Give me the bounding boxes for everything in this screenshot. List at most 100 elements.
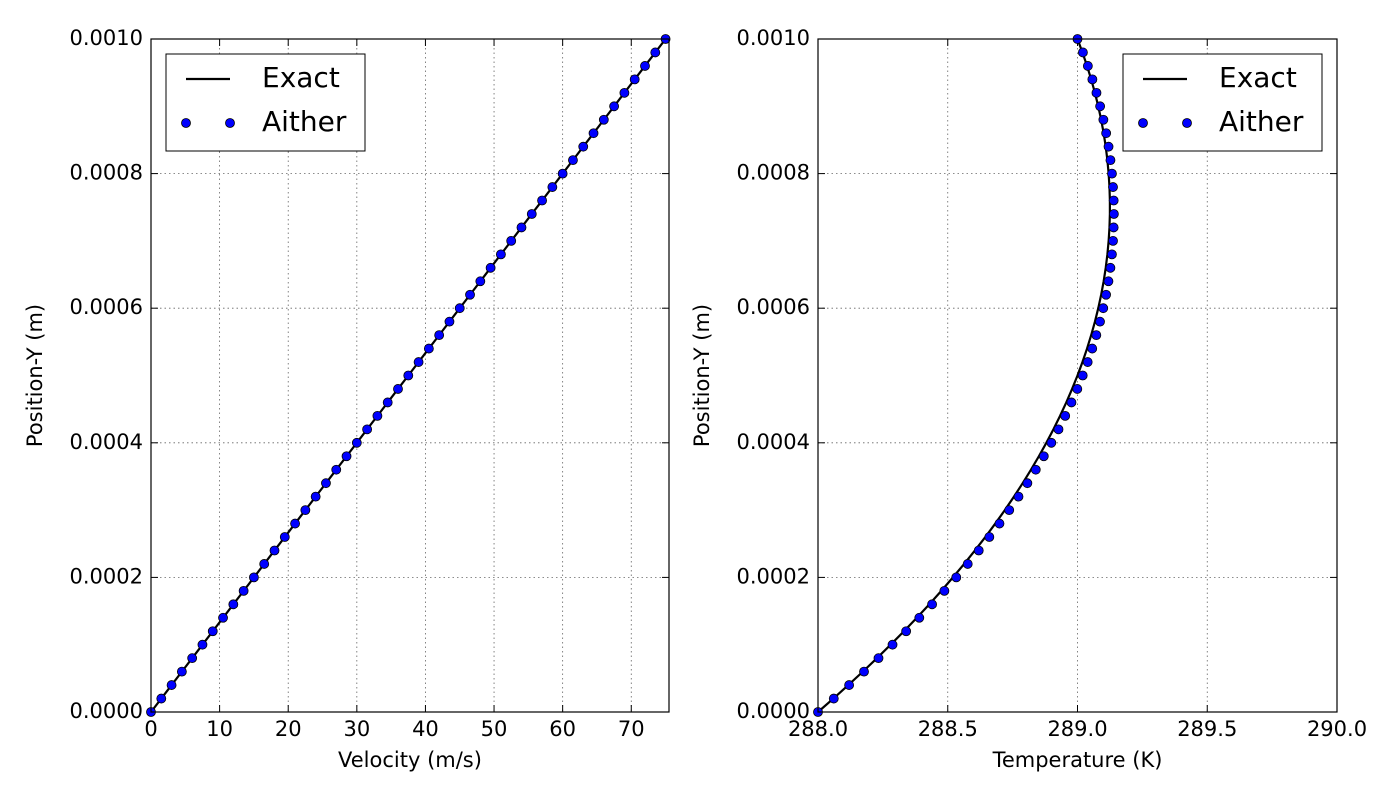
x-tick-label: 20 <box>275 717 302 741</box>
x-tick-label: 288.0 <box>788 717 848 741</box>
marker <box>1077 47 1088 58</box>
legend-label: Aither <box>262 105 347 138</box>
marker <box>1108 235 1118 246</box>
y-tick-label: 0.0000 <box>737 699 810 723</box>
marker <box>1030 464 1041 475</box>
marker <box>197 639 208 650</box>
axes: 0 10 20 30 40 50 60 70 0.0000 0.0002 0.0004 0.0006 0… <box>23 26 671 772</box>
marker <box>526 209 537 219</box>
legend-marker <box>1182 118 1192 128</box>
marker <box>238 585 249 596</box>
marker <box>423 343 434 354</box>
plot-area <box>813 34 1119 717</box>
marker <box>887 639 898 650</box>
x-tick-label: 289.0 <box>1047 717 1107 741</box>
x-tick-label: 10 <box>206 717 233 741</box>
marker <box>1095 316 1105 327</box>
marker <box>506 235 517 246</box>
marker <box>187 653 198 664</box>
legend: Exact Aither <box>165 53 366 152</box>
legend-label: Exact <box>262 61 340 94</box>
x-tick-label: 289.5 <box>1177 717 1237 741</box>
marker <box>331 464 342 475</box>
marker <box>1095 101 1106 112</box>
marker <box>1038 451 1049 462</box>
marker <box>1108 209 1119 219</box>
marker <box>1046 437 1057 448</box>
marker <box>619 87 630 98</box>
marker <box>828 693 839 704</box>
marker <box>207 626 218 637</box>
legend-marker <box>181 118 191 128</box>
marker <box>1053 424 1064 435</box>
marker <box>1091 330 1102 341</box>
axes-frame <box>817 38 1338 713</box>
y-tick-label: 0.0010 <box>70 26 143 50</box>
legend-box <box>165 53 366 152</box>
marker <box>434 330 445 341</box>
marker <box>973 545 984 556</box>
marker <box>321 478 331 489</box>
marker <box>1101 289 1111 300</box>
marker <box>1087 74 1098 85</box>
marker <box>994 518 1005 529</box>
marker <box>1098 114 1109 125</box>
y-tick-label: 0.0008 <box>737 161 810 185</box>
marker <box>914 612 925 623</box>
marker <box>1108 222 1119 233</box>
marker <box>1098 303 1109 314</box>
marker <box>1077 370 1088 381</box>
marker <box>927 599 937 610</box>
marker <box>640 61 650 71</box>
marker <box>1013 491 1024 502</box>
marker <box>1087 343 1098 354</box>
marker <box>403 370 414 381</box>
y-tick-label: 0.0006 <box>70 295 143 319</box>
marker <box>557 168 568 179</box>
y-tick-label: 0.0008 <box>70 161 143 185</box>
marker <box>249 572 259 583</box>
marker <box>454 303 465 314</box>
marker <box>444 316 455 327</box>
y-tick-label: 0.0002 <box>70 564 143 588</box>
marker <box>1066 397 1077 408</box>
marker <box>588 128 599 139</box>
marker <box>176 666 187 677</box>
marker <box>496 249 506 260</box>
marker <box>1108 195 1119 206</box>
x-tick-label: 50 <box>481 717 508 741</box>
marker <box>1022 478 1033 489</box>
y-tick-label: 0.0000 <box>70 699 143 723</box>
marker <box>537 195 547 206</box>
marker <box>310 491 321 502</box>
plot-area <box>146 34 671 717</box>
marker <box>873 653 884 664</box>
marker <box>382 397 393 408</box>
marker <box>351 437 362 448</box>
marker <box>578 141 589 152</box>
marker <box>156 693 167 704</box>
x-tick-label: 40 <box>412 717 439 741</box>
marker <box>1072 384 1083 394</box>
marker <box>516 222 527 233</box>
legend-label: Aither <box>1219 105 1304 138</box>
y-tick-label: 0.0004 <box>70 430 143 454</box>
axes-frame <box>150 38 670 713</box>
marker <box>1082 357 1093 367</box>
marker <box>609 101 620 112</box>
marker <box>984 532 995 542</box>
marker <box>568 155 578 166</box>
x-axis-label: Temperature (K) <box>992 748 1163 772</box>
legend-marker <box>225 118 235 128</box>
marker <box>269 545 280 556</box>
y-axis-label: Position-Y (m) <box>23 304 47 447</box>
marker <box>465 289 475 300</box>
y-tick-label: 0.0006 <box>737 295 810 319</box>
legend-box <box>1122 53 1323 152</box>
marker <box>1103 141 1114 152</box>
marker <box>1107 249 1117 260</box>
marker <box>1105 155 1116 166</box>
marker <box>1060 410 1071 421</box>
legend-marker <box>1138 118 1148 128</box>
